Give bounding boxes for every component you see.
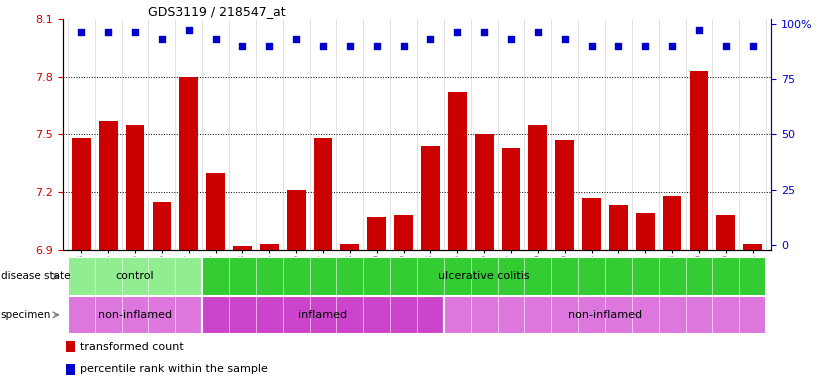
Bar (529, 125, 547, 250)
Bar (444, 296, 766, 334)
Bar (555, 140, 574, 250)
Point (182, 27, 195, 33)
Text: non-inflamed: non-inflamed (568, 310, 642, 320)
Text: transformed count: transformed count (80, 341, 184, 352)
Bar (609, 205, 628, 250)
Text: non-inflamed: non-inflamed (98, 310, 172, 320)
Bar (367, 217, 386, 250)
Text: specimen: specimen (1, 310, 51, 320)
Text: percentile rank within the sample: percentile rank within the sample (80, 364, 269, 374)
Point (102, 30, 115, 36)
Point (128, 30, 142, 36)
Bar (636, 213, 655, 250)
Point (263, 43, 276, 49)
Point (289, 36, 303, 42)
Point (746, 43, 759, 49)
Bar (690, 71, 708, 250)
Bar (260, 244, 279, 250)
Point (344, 43, 357, 49)
Point (209, 36, 223, 42)
Point (75, 30, 88, 36)
Text: control: control (116, 271, 154, 281)
Point (585, 43, 598, 49)
Bar (501, 148, 520, 250)
Bar (66, 341, 75, 352)
Bar (202, 257, 766, 296)
Bar (66, 364, 75, 374)
Point (505, 36, 518, 42)
Bar (421, 146, 440, 250)
Bar (98, 121, 118, 250)
Bar (68, 296, 202, 334)
Point (236, 43, 249, 49)
Point (719, 43, 732, 49)
Bar (663, 196, 681, 250)
Bar (126, 125, 144, 250)
Point (450, 30, 464, 36)
Text: disease state: disease state (1, 271, 70, 281)
Bar (72, 138, 91, 250)
Point (316, 43, 329, 49)
Point (692, 27, 706, 33)
Text: ulcerative colitis: ulcerative colitis (439, 271, 530, 281)
Point (611, 43, 625, 49)
Point (424, 36, 437, 42)
Bar (202, 296, 444, 334)
Point (666, 43, 679, 49)
Point (558, 36, 571, 42)
Bar (314, 138, 333, 250)
Point (370, 43, 384, 49)
Bar (394, 215, 413, 250)
Bar (475, 134, 494, 250)
Bar (582, 198, 601, 250)
Bar (743, 244, 762, 250)
Bar (716, 215, 736, 250)
Bar (68, 257, 202, 296)
Bar (153, 202, 171, 250)
Text: inflamed: inflamed (299, 310, 348, 320)
Bar (179, 77, 198, 250)
Text: GDS3119 / 218547_at: GDS3119 / 218547_at (148, 5, 285, 18)
Point (477, 30, 490, 36)
Bar (340, 244, 359, 250)
Point (531, 30, 545, 36)
Bar (233, 246, 252, 250)
Point (639, 43, 652, 49)
Point (155, 36, 168, 42)
Bar (206, 173, 225, 250)
Bar (448, 92, 467, 250)
Point (397, 43, 410, 49)
Bar (287, 190, 305, 250)
